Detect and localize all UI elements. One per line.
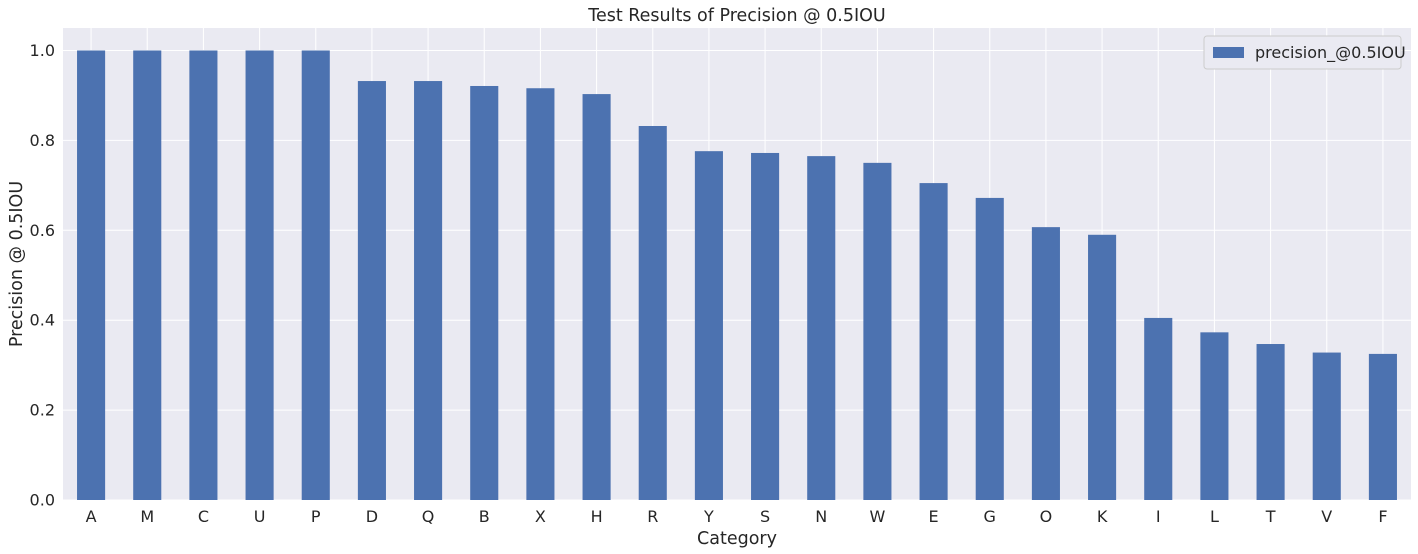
y-tick-label: 0.2 [30, 401, 55, 420]
x-tick-label: N [815, 507, 827, 526]
bar-C [189, 50, 218, 500]
x-tick-label: K [1097, 507, 1108, 526]
x-tick-label: F [1378, 507, 1387, 526]
bar-Y [694, 151, 723, 500]
y-axis-ticks: 0.0 0.2 0.4 0.6 0.8 1.0 [30, 41, 55, 510]
bar-I [1144, 317, 1173, 500]
bar-L [1200, 332, 1229, 500]
bar-G [975, 197, 1004, 501]
bar-S [751, 152, 780, 500]
bar-V [1312, 352, 1341, 500]
x-tick-label: O [1040, 507, 1053, 526]
bar-A [77, 50, 106, 500]
x-tick-label: L [1210, 507, 1219, 526]
legend-box [1203, 35, 1402, 70]
x-tick-label: H [591, 507, 603, 526]
y-tick-label: 0.6 [30, 221, 55, 240]
bar-B [470, 85, 499, 500]
bar-K [1088, 234, 1117, 500]
x-tick-label: Q [422, 507, 435, 526]
x-tick-label: T [1265, 507, 1276, 526]
bar-M [133, 50, 162, 500]
bar-R [638, 125, 667, 501]
x-tick-label: Y [703, 507, 714, 526]
bar-X [526, 88, 555, 500]
y-tick-label: 0.0 [30, 491, 55, 510]
bar-D [357, 81, 386, 500]
bar-P [301, 50, 330, 500]
y-axis-label: Precision @ 0.5IOU [7, 181, 27, 347]
y-tick-label: 0.8 [30, 131, 55, 150]
bar-Q [414, 81, 443, 500]
y-tick-label: 0.4 [30, 311, 55, 330]
bar-T [1256, 344, 1285, 500]
y-tick-label: 1.0 [30, 41, 55, 60]
x-tick-label: R [647, 507, 658, 526]
x-tick-label: P [311, 507, 321, 526]
x-tick-label: V [1321, 507, 1332, 526]
x-axis-label: Category [697, 529, 777, 549]
bar-W [863, 162, 892, 500]
x-tick-label: S [760, 507, 770, 526]
x-tick-label: G [984, 507, 996, 526]
x-tick-label: W [870, 507, 886, 526]
bar-U [245, 50, 274, 500]
chart-title: Test Results of Precision @ 0.5IOU [587, 6, 886, 26]
legend-swatch [1213, 47, 1244, 58]
x-tick-label: U [254, 507, 266, 526]
x-tick-label: C [198, 507, 209, 526]
bar-H [582, 94, 611, 500]
bar-F [1368, 353, 1397, 500]
x-tick-label: I [1156, 507, 1161, 526]
x-tick-label: A [86, 507, 97, 526]
bars [77, 50, 1397, 501]
legend: precision_@0.5IOU [1203, 35, 1406, 70]
x-tick-label: E [929, 507, 939, 526]
bar-N [807, 156, 836, 500]
plot-background [63, 28, 1411, 500]
x-tick-label: M [140, 507, 154, 526]
x-tick-label: B [479, 507, 490, 526]
bar-O [1031, 227, 1060, 501]
x-tick-label: X [535, 507, 546, 526]
bar-E [919, 183, 948, 501]
x-tick-label: D [366, 507, 378, 526]
legend-label: precision_@0.5IOU [1255, 43, 1406, 63]
